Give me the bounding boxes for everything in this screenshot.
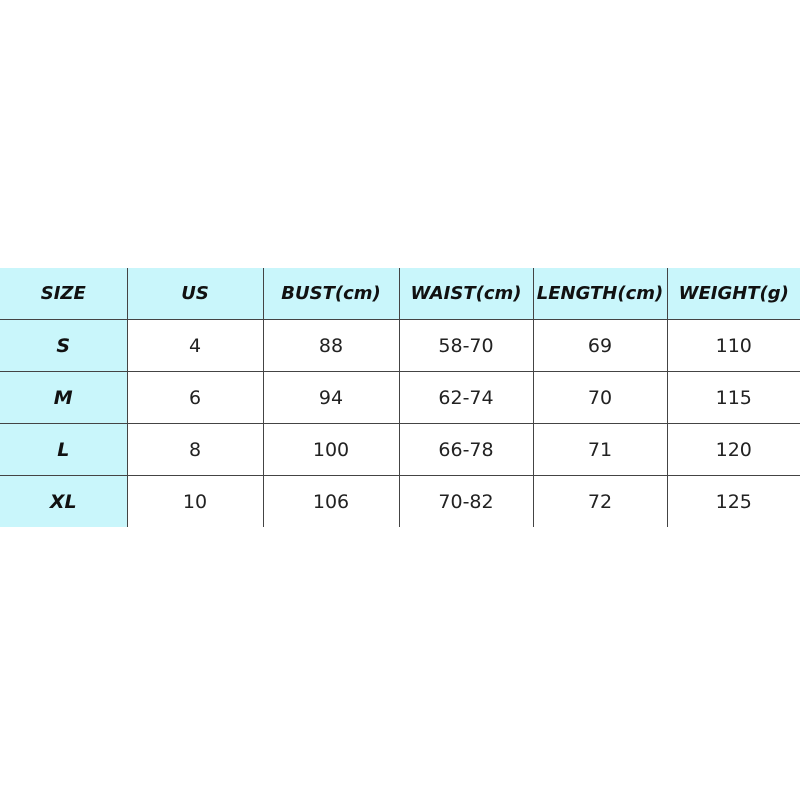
weight-cell: 110 (666, 319, 800, 372)
waist-cell: 62-74 (398, 371, 534, 424)
bust-cell: 100 (262, 423, 400, 476)
length-cell: 70 (532, 371, 668, 424)
waist-cell: 70-82 (398, 475, 534, 527)
us-cell: 4 (126, 319, 264, 372)
table-row: XL 10 106 70-82 72 125 (0, 475, 800, 527)
bust-cell: 106 (262, 475, 400, 527)
us-cell: 6 (126, 371, 264, 424)
length-cell: 69 (532, 319, 668, 372)
weight-cell: 125 (666, 475, 800, 527)
table-row: S 4 88 58-70 69 110 (0, 319, 800, 372)
header-length: LENGTH(cm) (532, 268, 668, 320)
header-size: SIZE (0, 268, 128, 320)
table-row: L 8 100 66-78 71 120 (0, 423, 800, 476)
header-bust: BUST(cm) (262, 268, 400, 320)
bust-cell: 88 (262, 319, 400, 372)
size-chart-table: SIZE US BUST(cm) WAIST(cm) LENGTH(cm) WE… (0, 268, 800, 527)
us-cell: 8 (126, 423, 264, 476)
header-row: SIZE US BUST(cm) WAIST(cm) LENGTH(cm) WE… (0, 268, 800, 320)
size-cell: M (0, 371, 128, 424)
table-row: M 6 94 62-74 70 115 (0, 371, 800, 424)
us-cell: 10 (126, 475, 264, 527)
header-us: US (126, 268, 264, 320)
header-weight: WEIGHT(g) (666, 268, 800, 320)
header-waist: WAIST(cm) (398, 268, 534, 320)
waist-cell: 58-70 (398, 319, 534, 372)
waist-cell: 66-78 (398, 423, 534, 476)
weight-cell: 120 (666, 423, 800, 476)
weight-cell: 115 (666, 371, 800, 424)
length-cell: 71 (532, 423, 668, 476)
size-cell: XL (0, 475, 128, 527)
size-cell: S (0, 319, 128, 372)
bust-cell: 94 (262, 371, 400, 424)
length-cell: 72 (532, 475, 668, 527)
size-cell: L (0, 423, 128, 476)
